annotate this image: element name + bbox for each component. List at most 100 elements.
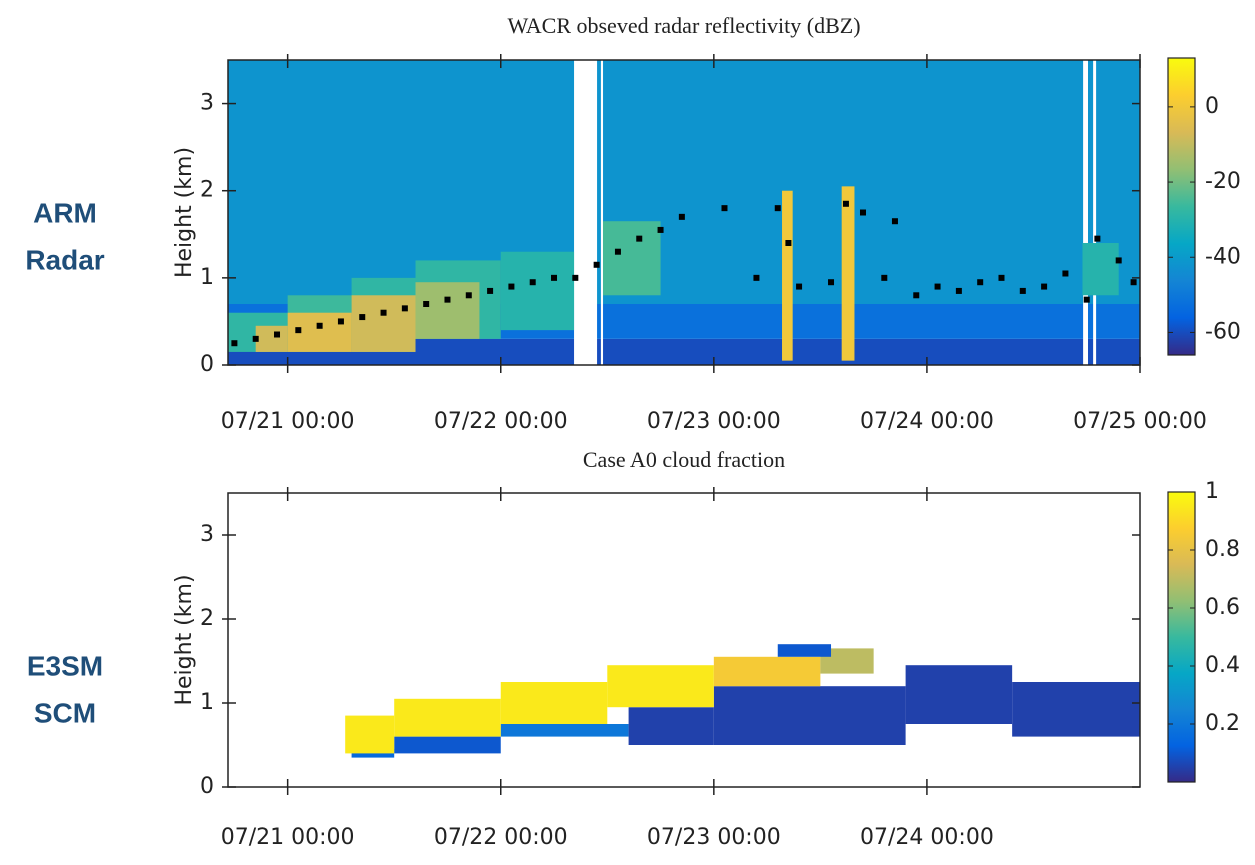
colorbar-tick-label: 1	[1205, 479, 1219, 504]
colorbar-tick-label: -60	[1205, 319, 1241, 344]
x-tick-label: 07/23 00:00	[647, 409, 781, 434]
row-label: Radar	[25, 244, 104, 275]
heat-cell	[500, 724, 629, 737]
row-label: E3SM	[27, 650, 103, 681]
heat-cell	[777, 644, 832, 657]
cloud-base-point	[842, 200, 849, 207]
cloud-base-point	[1019, 287, 1026, 294]
x-tick-label: 07/23 00:00	[647, 825, 781, 850]
cloud-base-point	[955, 287, 962, 294]
x-tick-label: 07/21 00:00	[221, 409, 355, 434]
heat-cell	[713, 686, 906, 745]
colorbar-tick-label: 0.4	[1205, 653, 1240, 678]
heat-cell	[1096, 338, 1140, 365]
plot-area	[345, 644, 1140, 758]
x-tick-label: 07/25 00:00	[1073, 409, 1207, 434]
cloud-base-point	[1062, 270, 1069, 277]
cloud-base-point	[295, 327, 302, 334]
axes-frame	[227, 59, 1141, 366]
heat-cell	[607, 665, 714, 708]
cloud-base-point	[774, 205, 781, 212]
cloud-base-point	[551, 274, 558, 281]
cloud-base-point	[934, 283, 941, 290]
heat-cell	[500, 251, 575, 331]
heat-cell	[351, 749, 395, 758]
cloud-base-point	[1083, 296, 1090, 303]
cloud-base-point	[1130, 279, 1137, 286]
cloud-base-point	[636, 235, 643, 242]
heat-cell	[415, 282, 480, 339]
y-tick-label: 0	[200, 352, 214, 377]
plot-area	[228, 60, 1140, 365]
row-label: ARM	[33, 197, 97, 228]
y-tick-label: 2	[200, 606, 214, 631]
cloud-base-point	[529, 279, 536, 286]
cloud-base-point	[913, 292, 920, 299]
cloud-base-point	[337, 318, 344, 325]
heat-cell	[597, 60, 601, 304]
row-label: SCM	[34, 697, 96, 728]
heat-cell	[255, 325, 288, 352]
colorbar-tick-label: -40	[1205, 244, 1241, 269]
cloud-base-point	[487, 287, 494, 294]
heat-cell	[597, 338, 601, 365]
heat-cell	[597, 304, 601, 339]
colorbar-tick-label: 0	[1205, 94, 1219, 119]
heat-cell	[1082, 243, 1119, 296]
cloud-base-point	[977, 279, 984, 286]
colorbar	[1167, 491, 1196, 783]
cloud-base-point	[721, 205, 728, 212]
colorbar	[1167, 57, 1196, 356]
cloud-base-point	[881, 274, 888, 281]
heat-cell	[500, 682, 608, 724]
cloud-base-point	[231, 340, 238, 347]
heat-cell	[1012, 682, 1140, 737]
cloud-base-point	[678, 213, 685, 220]
heat-cell	[628, 707, 714, 745]
cloud-base-point	[252, 335, 259, 342]
axes-frame	[227, 492, 1141, 788]
y-tick-label: 1	[200, 265, 214, 290]
cloud-base-point	[423, 301, 430, 307]
colorbar-tick-label: 0.2	[1205, 711, 1240, 736]
cloud-base-point	[891, 218, 898, 225]
heat-cell	[394, 698, 501, 737]
cloud-base-point	[1041, 283, 1048, 290]
y-axis-label: Height (km)	[172, 574, 197, 705]
cloud-base-point	[274, 331, 281, 338]
x-tick-label: 07/21 00:00	[221, 825, 355, 850]
cloud-base-point	[465, 292, 472, 299]
heat-cell	[603, 221, 661, 296]
chart-title: Case A0 cloud fraction	[583, 447, 785, 472]
heat-cell	[782, 190, 793, 361]
y-tick-label: 2	[200, 178, 214, 203]
cloud-base-point	[998, 274, 1005, 281]
heat-cell	[1096, 304, 1140, 339]
y-tick-label: 1	[200, 690, 214, 715]
heat-cell	[1088, 60, 1094, 304]
y-axis-label: Height (km)	[172, 147, 197, 278]
heat-cell	[351, 295, 416, 352]
colorbar-tick-label: -20	[1205, 169, 1241, 194]
cloud-base-point	[508, 283, 515, 290]
cloud-base-point	[1115, 257, 1122, 264]
cloud-base-point	[401, 305, 408, 312]
heat-cell	[394, 736, 501, 754]
cloud-base-point	[614, 248, 621, 255]
cloud-base-point	[859, 209, 866, 216]
heat-cell	[841, 186, 855, 361]
cloud-base-point	[593, 261, 600, 268]
cloud-base-point	[657, 226, 664, 233]
cloud-base-point	[359, 314, 366, 321]
x-tick-label: 07/24 00:00	[860, 825, 994, 850]
heat-cell	[345, 715, 395, 754]
cloud-base-point	[785, 240, 792, 246]
cloud-base-point	[572, 274, 579, 281]
chart-title: WACR obseved radar reflectivity (dBZ)	[507, 13, 860, 38]
y-tick-label: 3	[200, 522, 214, 547]
cloud-base-point	[444, 296, 451, 303]
colorbar-tick-label: 0.8	[1205, 537, 1240, 562]
y-tick-label: 0	[200, 774, 214, 799]
heat-cell	[1088, 338, 1094, 365]
